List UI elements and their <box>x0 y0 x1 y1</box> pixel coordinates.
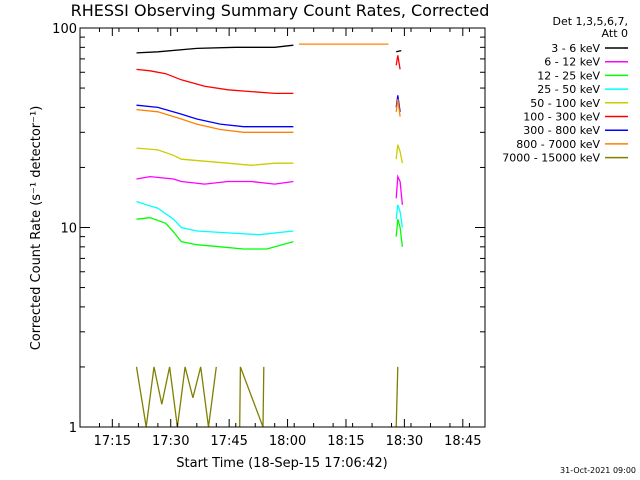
series-25-50-kev <box>136 200 404 236</box>
y-axis-label: Corrected Count Rate (s⁻¹ detector⁻¹) <box>29 106 44 351</box>
x-tick-label: 17:45 <box>210 434 247 449</box>
series-line <box>395 144 404 164</box>
series-line <box>136 68 294 95</box>
legend-label: 800 - 7000 keV <box>516 138 600 151</box>
series-line <box>136 104 294 128</box>
generation-timestamp: 31-Oct-2021 09:00 <box>560 466 636 475</box>
series-line <box>136 147 294 166</box>
series-line <box>395 99 401 117</box>
series-800-7000-kev <box>136 43 401 133</box>
x-tick-label: 18:30 <box>386 434 423 449</box>
series-100-300-kev <box>136 55 401 95</box>
series-300-800-kev <box>136 95 401 128</box>
legend-label: 25 - 50 keV <box>537 83 600 96</box>
series-7000-15000-kev <box>135 366 399 428</box>
legend-label: 12 - 25 keV <box>537 69 600 82</box>
series-line <box>395 55 401 70</box>
legend-label: 6 - 12 keV <box>544 56 600 69</box>
legend-label: 300 - 800 keV <box>523 124 600 137</box>
series-line <box>395 204 404 228</box>
legend-label: 3 - 6 keV <box>551 42 600 55</box>
series-line <box>135 366 217 428</box>
series-line <box>136 217 294 250</box>
legend-label: 50 - 100 keV <box>530 97 600 110</box>
legend-label: 100 - 300 keV <box>523 111 600 124</box>
series-line <box>136 44 294 54</box>
series-line <box>136 175 294 185</box>
series-line <box>136 200 294 236</box>
series-3-6-kev <box>136 44 402 54</box>
x-tick-label: 18:00 <box>269 434 306 449</box>
series-line <box>396 49 402 53</box>
plot-area <box>135 43 404 428</box>
series-line <box>395 174 404 205</box>
series-line <box>395 219 404 247</box>
x-tick-label: 17:15 <box>94 434 131 449</box>
y-tick-label: 100 <box>52 22 77 37</box>
x-tick-label: 17:30 <box>152 434 189 449</box>
y-tick-label: 1 <box>69 421 77 436</box>
chart-title: RHESSI Observing Summary Count Rates, Co… <box>71 1 490 20</box>
series-6-12-kev <box>136 174 404 205</box>
legend-header-detectors: Det 1,3,5,6,7, <box>552 15 628 28</box>
x-tick-label: 18:15 <box>327 434 364 449</box>
x-axis-label: Start Time (18-Sep-15 17:06:42) <box>176 456 387 471</box>
legend-label: 7000 - 15000 keV <box>502 152 600 165</box>
series-line <box>239 366 265 428</box>
axes: 17:15 17:30 17:45 18:00 18:15 18:30 18:45 1 10 10… <box>52 22 485 449</box>
series-12-25-kev <box>136 217 404 250</box>
series-line <box>395 366 399 428</box>
x-tick-label: 18:45 <box>444 434 481 449</box>
plot-frame <box>79 27 486 428</box>
series-line <box>136 108 294 133</box>
series-50-100-kev <box>136 144 404 166</box>
legend-header-attenuator: Att 0 <box>602 27 628 40</box>
y-tick-label: 10 <box>60 222 77 237</box>
